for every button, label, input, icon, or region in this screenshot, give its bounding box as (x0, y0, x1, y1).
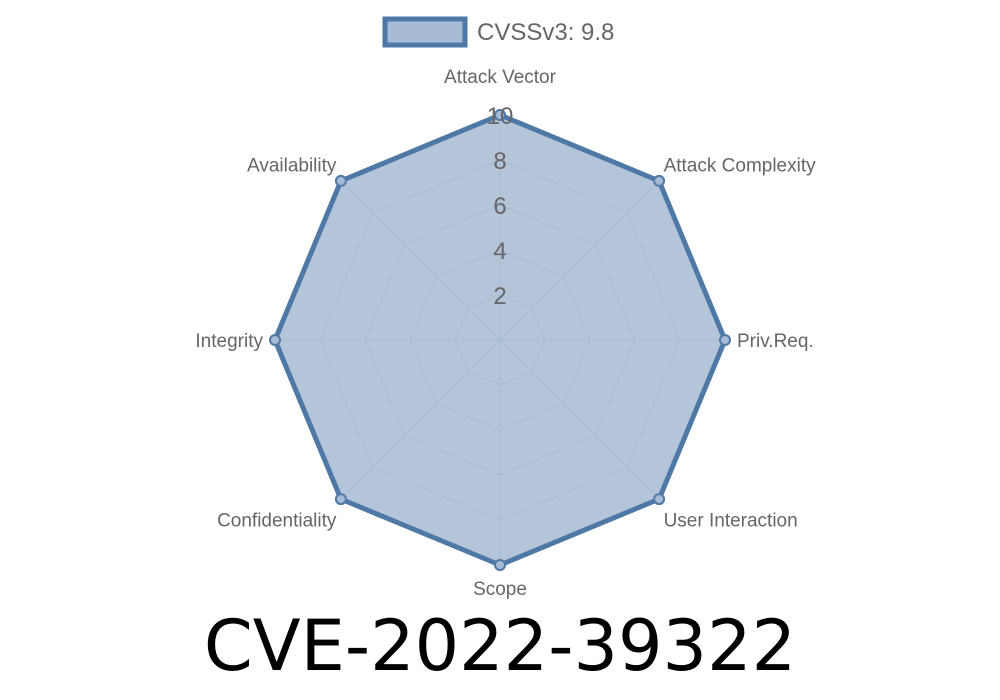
tick-label: 10 (487, 103, 514, 130)
chart-title: CVE-2022-39322 (203, 605, 797, 687)
axis-label: Integrity (195, 331, 263, 352)
axis-label: Priv.Req. (737, 331, 814, 352)
axis-label: User Interaction (664, 511, 798, 532)
legend-label: CVSSv3: 9.8 (477, 19, 614, 46)
axis-label: Attack Complexity (664, 155, 817, 176)
tick-label: 8 (493, 148, 506, 175)
data-point (334, 493, 347, 506)
data-point (719, 334, 731, 346)
axis-label: Confidentiality (217, 511, 337, 532)
data-point (653, 174, 666, 187)
axis-label: Attack Vector (444, 67, 557, 88)
data-point (269, 334, 281, 346)
axis-label: Availability (247, 155, 337, 176)
axis-label: Scope (473, 579, 527, 600)
tick-label: 6 (493, 193, 506, 220)
tick-label: 4 (493, 238, 506, 265)
legend-swatch (382, 16, 468, 48)
data-point (334, 174, 347, 187)
data-point (494, 559, 506, 571)
tick-label: 2 (493, 283, 506, 310)
data-point (494, 109, 506, 121)
data-point (653, 493, 666, 506)
